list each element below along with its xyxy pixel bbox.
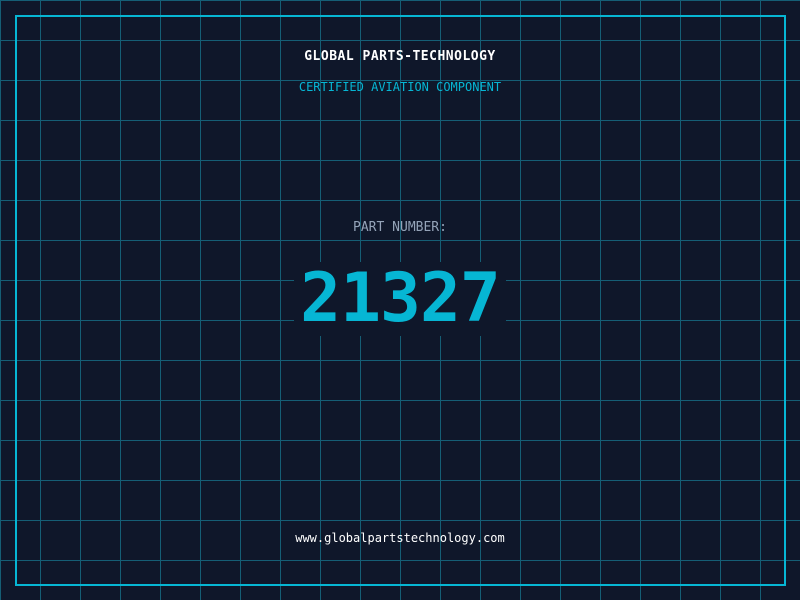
- company-name: GLOBAL PARTS-TECHNOLOGY: [304, 49, 496, 64]
- certification-subtitle: CERTIFIED AVIATION COMPONENT: [298, 80, 502, 94]
- part-number-label: PART NUMBER:: [353, 220, 447, 235]
- website-url: www.globalpartstechnology.com: [295, 531, 505, 545]
- part-number-value: 21327: [294, 262, 506, 336]
- card-border: [15, 15, 786, 586]
